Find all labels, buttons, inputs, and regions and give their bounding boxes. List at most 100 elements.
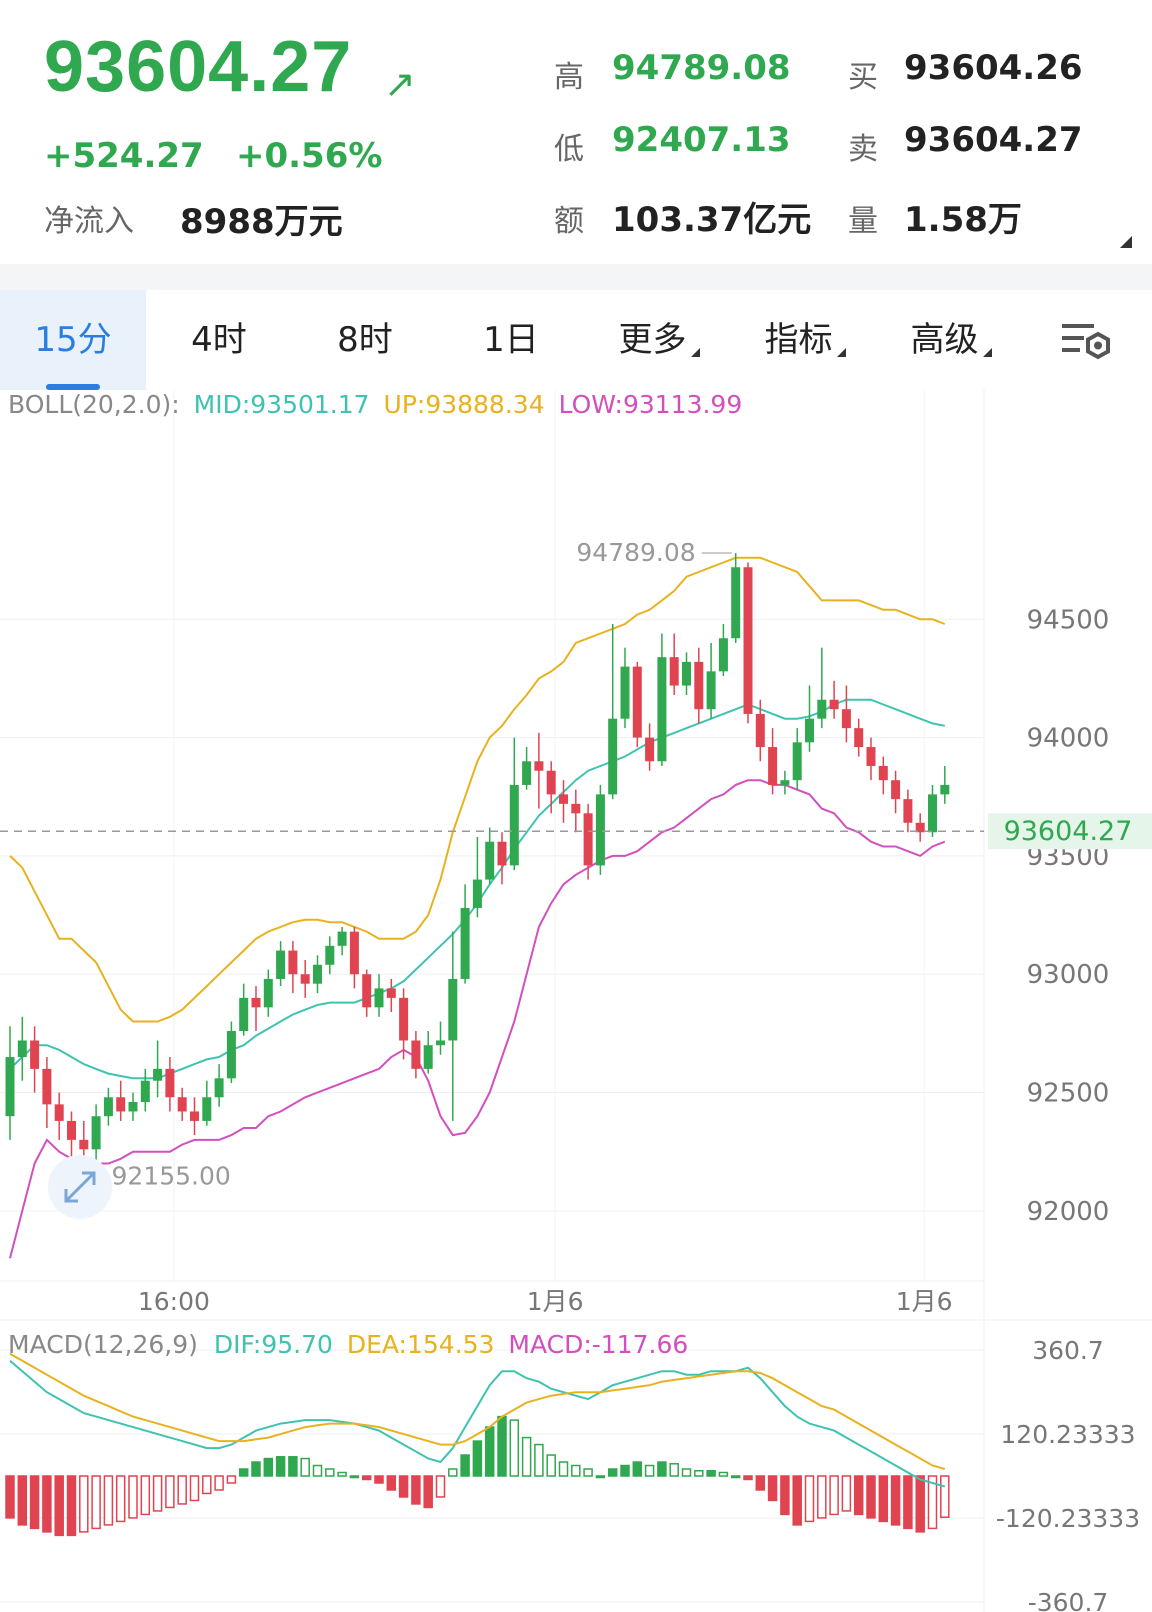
tab-15min-label: 15分 (34, 320, 112, 360)
macd-bar (583, 1468, 593, 1477)
candle (805, 685, 814, 752)
macd-bar (435, 1475, 446, 1498)
macd-bar (300, 1457, 310, 1477)
tab-8h[interactable]: 8时 (292, 290, 438, 390)
macd-bar (42, 1475, 52, 1533)
time-axis-tick: 1月6 (896, 1287, 953, 1316)
fullscreen-button[interactable] (48, 1155, 112, 1219)
tab-indicators[interactable]: 指标 (732, 290, 878, 390)
expand-quote-icon[interactable] (1120, 236, 1132, 248)
current-price-tag (988, 813, 1152, 850)
volume-value: 1.58万 (904, 200, 1022, 240)
candle (854, 718, 864, 757)
macd-dif-line (9, 1359, 946, 1488)
tab-advanced[interactable]: 高级 (878, 290, 1024, 390)
macd-dif: DIF:95.70 (214, 1330, 333, 1359)
macd-axis-tick: -120.23333 (996, 1504, 1140, 1533)
candle (214, 1064, 224, 1107)
macd-bar (927, 1475, 938, 1530)
candle (866, 737, 876, 781)
macd-bar (103, 1475, 114, 1526)
candle (559, 780, 568, 823)
candle (128, 1092, 138, 1121)
candle (276, 941, 286, 987)
price-axis-tick: 92500 (1027, 1079, 1110, 1109)
macd-bar (780, 1475, 790, 1516)
macd-bar (29, 1475, 40, 1530)
macd-bar (17, 1475, 28, 1526)
macd-bar (558, 1461, 569, 1477)
candle (300, 960, 310, 998)
ask-value: 93604.27 (904, 120, 1083, 160)
candle (411, 1031, 421, 1079)
net-inflow-label: 净流入 (44, 204, 134, 239)
candle (103, 1087, 113, 1126)
amount-value: 103.37亿元 (612, 200, 812, 240)
macd-bar (5, 1475, 15, 1519)
candle (829, 680, 839, 719)
macd-bar (595, 1475, 606, 1479)
candle (91, 1104, 101, 1164)
macd-bar (546, 1454, 556, 1477)
boll-low: LOW:93113.99 (559, 390, 743, 419)
candle (608, 624, 618, 800)
macd-bar (79, 1475, 89, 1533)
tab-1d[interactable]: 1日 (438, 290, 584, 390)
net-inflow-value: 8988万元 (180, 202, 343, 242)
price-axis-tick: 93000 (1027, 960, 1110, 990)
tab-4h-label: 4时 (191, 320, 247, 360)
candle (571, 789, 581, 833)
macd-bar (817, 1475, 827, 1519)
macd-bar (312, 1464, 323, 1477)
macd-bar (866, 1475, 876, 1519)
tab-4h[interactable]: 4时 (146, 290, 292, 390)
macd-bar (337, 1471, 347, 1477)
candle (522, 747, 532, 790)
dropdown-caret-icon (690, 348, 700, 357)
candle (718, 624, 728, 677)
chart-settings-icon[interactable] (1060, 320, 1114, 366)
candle (153, 1040, 163, 1098)
candle (940, 766, 950, 804)
candle (534, 732, 544, 809)
macd-bar (202, 1475, 212, 1495)
tab-more[interactable]: 更多 (586, 290, 732, 390)
macd-value: MACD:-117.66 (508, 1330, 688, 1359)
macd-bar (386, 1475, 397, 1491)
macd-bar (657, 1461, 667, 1477)
min-price-label: 92155.00 (112, 1161, 231, 1190)
candle (657, 633, 667, 766)
volume-label: 量 (848, 204, 878, 239)
high-value: 94789.08 (612, 48, 791, 88)
candle (497, 832, 507, 885)
price-axis-tick: 94500 (1027, 605, 1110, 635)
tab-15min[interactable]: 15分 (0, 290, 146, 390)
bid-value: 93604.26 (904, 48, 1083, 88)
macd-bar (632, 1461, 643, 1477)
macd-bar (620, 1464, 630, 1477)
candle (743, 562, 753, 724)
dropdown-caret-icon (836, 348, 846, 357)
candle (436, 1021, 445, 1055)
macd-bar (607, 1468, 618, 1477)
macd-bar (423, 1475, 433, 1509)
candle (116, 1080, 126, 1121)
kline-chart[interactable]: BOLL(20,2.0): MID:93501.17 UP:93888.34 L… (0, 390, 1152, 1612)
macd-bar (398, 1475, 409, 1498)
price-change: +524.27 (44, 136, 204, 176)
candle (448, 931, 458, 1121)
macd-bar (54, 1475, 64, 1537)
active-tab-indicator (46, 384, 100, 390)
macd-bar (460, 1454, 470, 1477)
bid-label: 买 (848, 60, 878, 95)
candle (878, 756, 888, 795)
dropdown-caret-icon (982, 348, 992, 357)
macd-bar (177, 1475, 187, 1505)
macd-bar (189, 1475, 200, 1502)
candle (399, 988, 409, 1060)
macd-axis-tick: 360.7 (1032, 1336, 1104, 1365)
candle (17, 1016, 27, 1081)
macd-bar (165, 1475, 175, 1509)
macd-bar (238, 1468, 249, 1477)
candle (706, 642, 716, 719)
